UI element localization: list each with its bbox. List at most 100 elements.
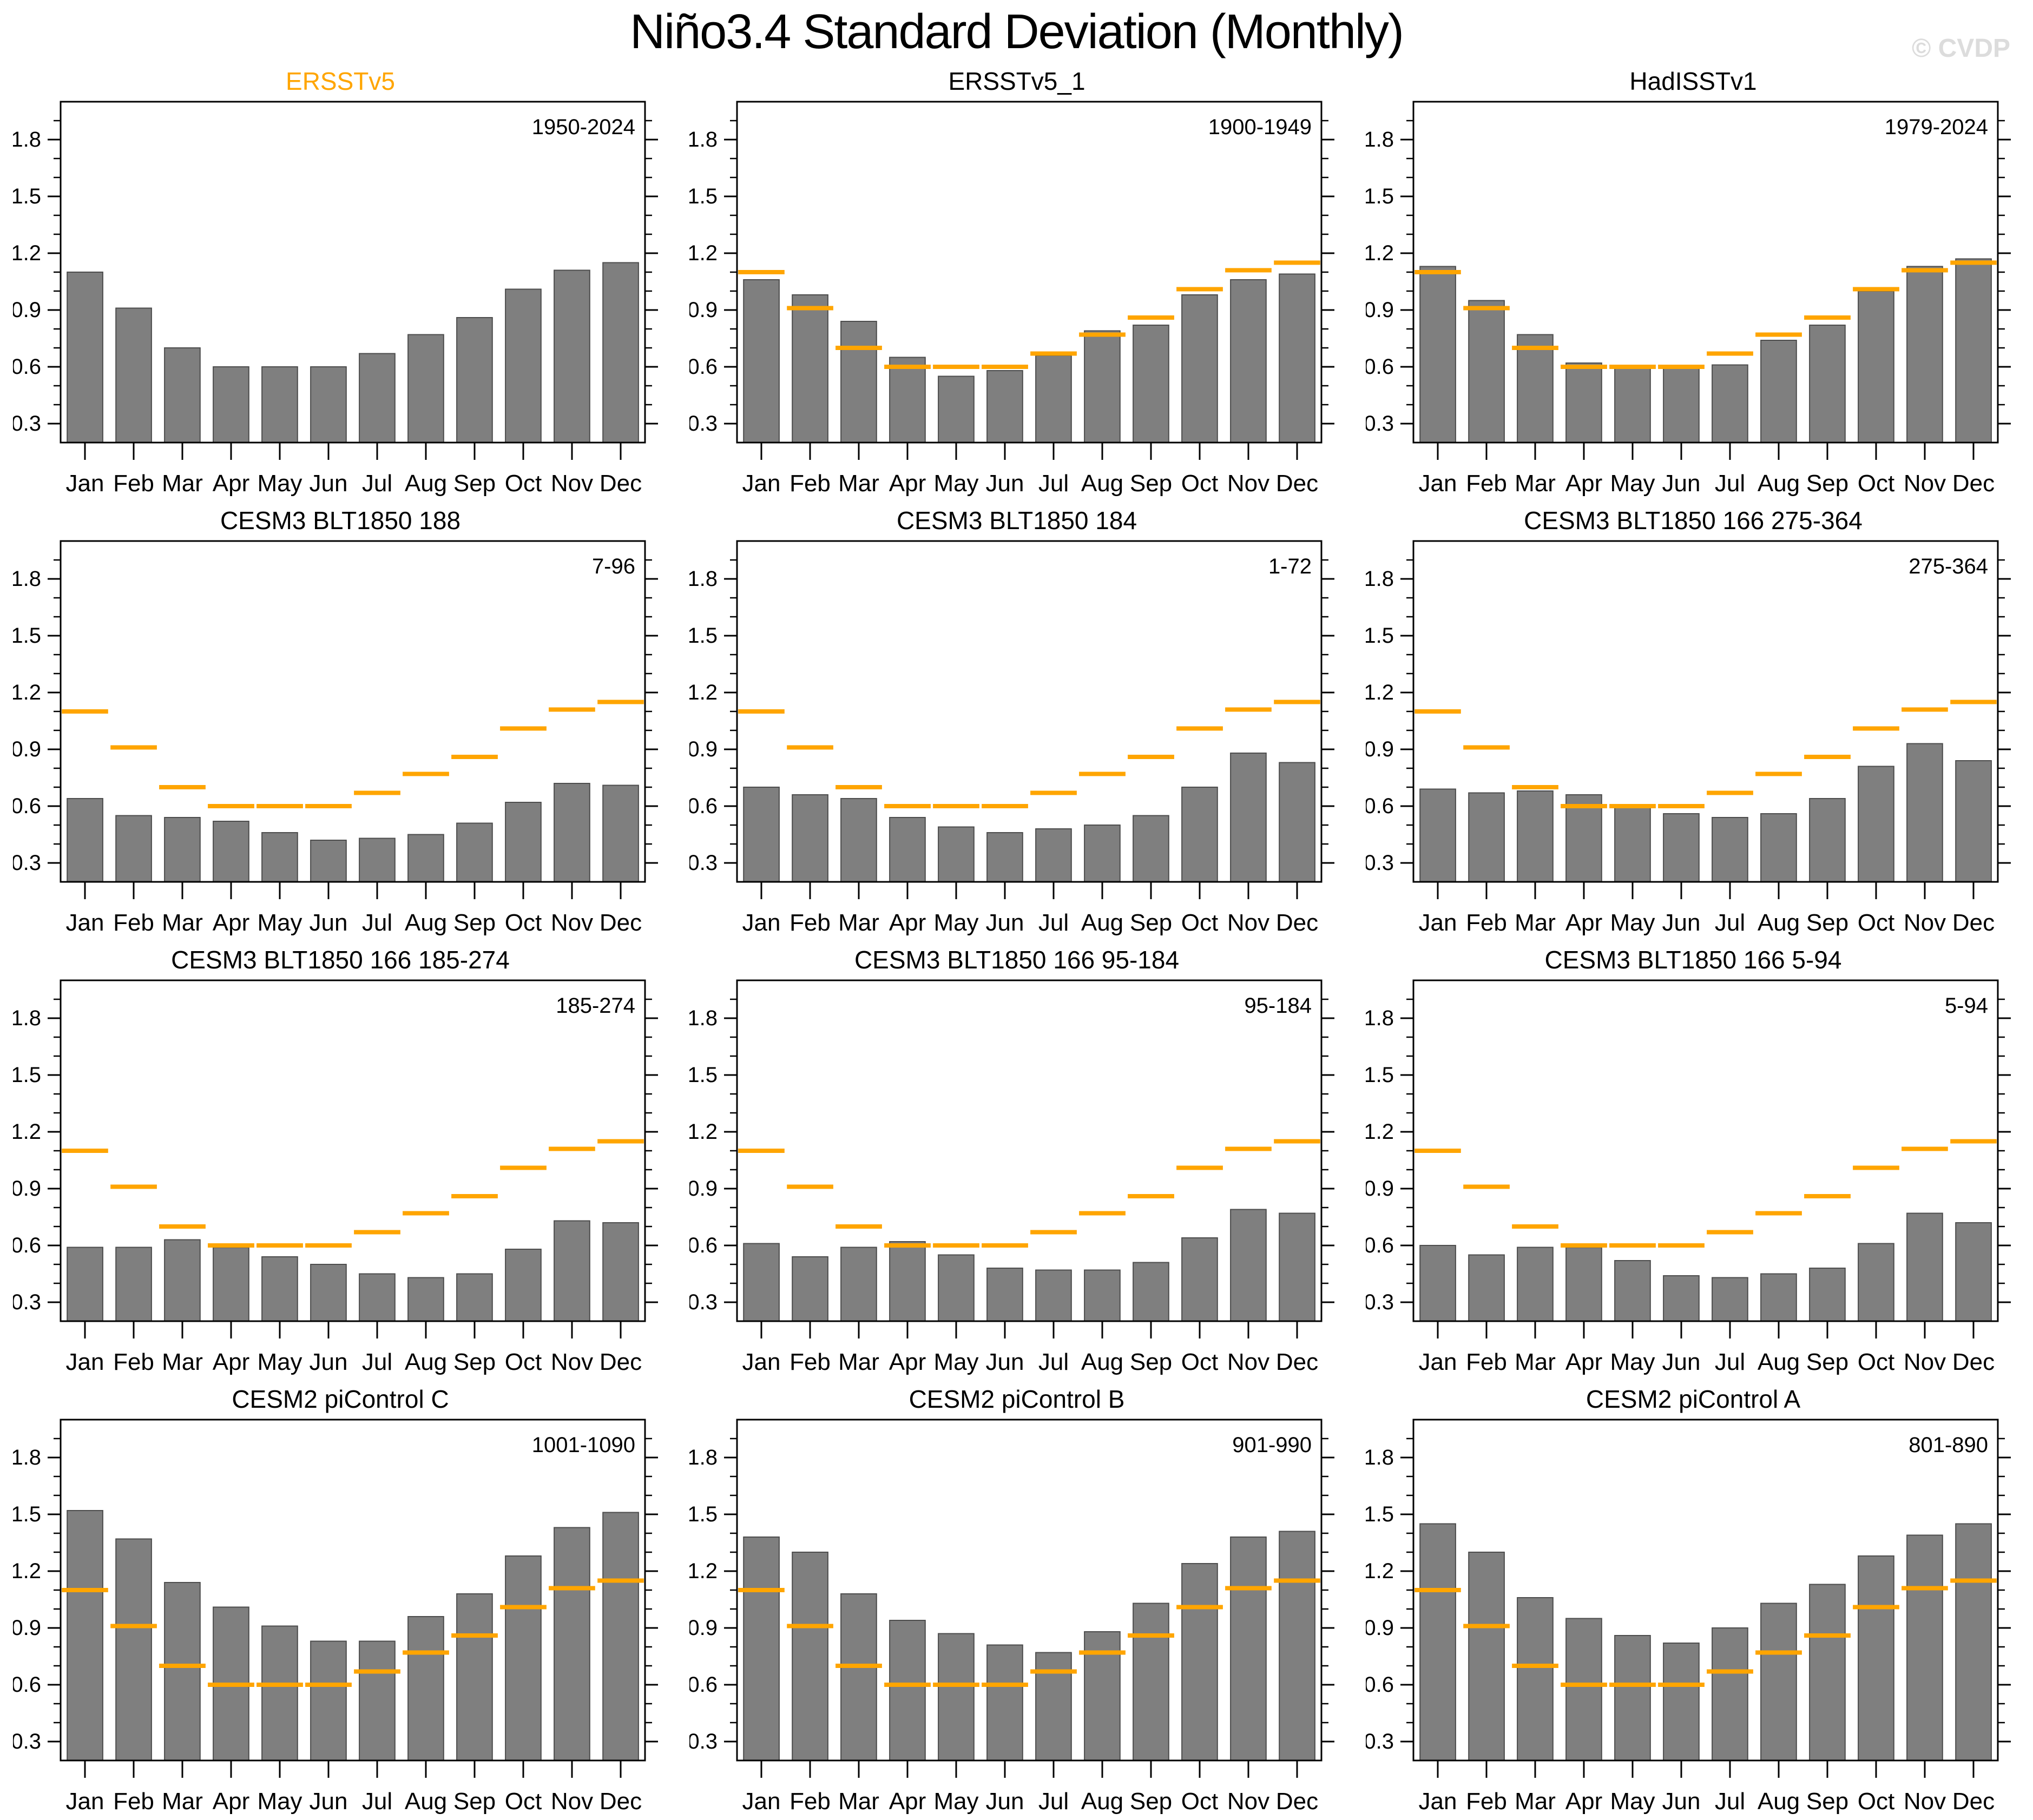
y-tick-label: 1.8 <box>689 1446 718 1469</box>
bar <box>743 1537 780 1761</box>
y-tick-label: 0.6 <box>13 1673 41 1697</box>
bar <box>1760 1273 1797 1322</box>
bar <box>1035 355 1072 443</box>
month-label: May <box>257 1349 302 1375</box>
month-label: Mar <box>1515 470 1556 497</box>
y-tick-label: 0.3 <box>1366 851 1394 875</box>
month-label: Jun <box>1662 470 1701 497</box>
y-tick-label: 0.9 <box>689 1616 718 1640</box>
month-label: Dec <box>1952 909 1995 936</box>
month-label: May <box>257 909 302 936</box>
chart-canvas: 0.3 0.6 0.9 1.2 1.5 1.8 Jan Feb Mar Apr May Jun Jul A… <box>1364 101 2011 497</box>
y-tick-label: 1.8 <box>13 1006 41 1030</box>
bar <box>1565 1618 1602 1761</box>
month-label: Mar <box>838 909 879 936</box>
month-label: Aug <box>405 470 447 497</box>
chart-canvas: 0.3 0.6 0.9 1.2 1.5 1.8 Jan Feb Mar Apr May Jun Jul A… <box>11 101 658 497</box>
month-label: Aug <box>405 1349 447 1375</box>
panel-title: CESM2 piControl A <box>1585 1385 1801 1413</box>
bar <box>986 1268 1023 1322</box>
bar <box>1230 753 1267 882</box>
bar <box>1230 279 1267 443</box>
bar <box>1858 766 1894 882</box>
bar <box>213 821 249 882</box>
chart-panel: CESM2 piControl C 0.3 0.6 0.9 1.2 1.5 1.8 Jan Fe… <box>11 1384 668 1820</box>
y-tick-label: 0.9 <box>13 298 41 322</box>
month-label: Oct <box>505 909 542 936</box>
bar <box>602 784 639 882</box>
bar <box>261 1625 298 1761</box>
chart-panel: CESM3 BLT1850 166 185-274 0.3 0.6 0.9 1.2 1.5… <box>11 945 668 1381</box>
y-tick-label: 0.6 <box>1366 355 1394 379</box>
period-label: 1950-2024 <box>532 115 635 139</box>
month-label: Sep <box>1806 1788 1848 1815</box>
bar <box>1230 1537 1267 1761</box>
bar <box>115 307 152 443</box>
y-tick-label: 1.2 <box>13 681 41 704</box>
bar <box>1663 366 1700 443</box>
bar <box>67 272 103 443</box>
month-label: Mar <box>1515 1788 1556 1815</box>
bar <box>792 794 828 882</box>
bar <box>1419 266 1456 443</box>
month-label: Sep <box>1806 470 1848 497</box>
y-tick-label: 1.8 <box>689 128 718 151</box>
y-tick-label: 1.5 <box>13 1502 41 1526</box>
month-label: Dec <box>1952 1349 1995 1375</box>
month-label: Mar <box>838 470 879 497</box>
month-label: Nov <box>1904 470 1946 497</box>
bar <box>1468 792 1505 882</box>
panel-title: CESM2 piControl B <box>909 1385 1125 1413</box>
y-tick-label: 0.3 <box>1366 1730 1394 1753</box>
bar <box>840 321 877 443</box>
month-label: Jun <box>310 1349 348 1375</box>
bar <box>1858 291 1894 443</box>
bar <box>1279 1531 1315 1761</box>
bar <box>602 1512 639 1761</box>
bar <box>505 1555 542 1761</box>
y-tick-label: 0.3 <box>689 412 718 436</box>
bar <box>1809 798 1846 882</box>
bar <box>1955 760 1992 882</box>
month-label: Feb <box>789 909 831 936</box>
month-label: Nov <box>551 909 593 936</box>
month-label: Feb <box>789 1788 831 1815</box>
bar <box>938 1633 975 1761</box>
month-label: May <box>1610 1349 1655 1375</box>
bar <box>986 832 1023 882</box>
y-tick-label: 1.2 <box>1366 241 1394 265</box>
bar <box>1468 1254 1505 1322</box>
bar <box>115 1538 152 1761</box>
month-label: Jan <box>1419 1349 1457 1375</box>
y-tick-label: 1.2 <box>689 1120 718 1144</box>
month-label: Feb <box>1466 1349 1507 1375</box>
month-label: Mar <box>838 1788 879 1815</box>
y-tick-label: 1.2 <box>13 1559 41 1583</box>
chart-panel: CESM3 BLT1850 166 95-184 0.3 0.6 0.9 1.2 1.5 1… <box>687 945 1344 1381</box>
month-label: Jan <box>742 1349 781 1375</box>
y-tick-label: 0.9 <box>1366 298 1394 322</box>
month-label: Jul <box>1038 1349 1069 1375</box>
month-label: Jul <box>1038 1788 1069 1815</box>
month-label: Aug <box>1081 909 1123 936</box>
bar <box>1133 815 1169 882</box>
panel-title: CESM3 BLT1850 166 275-364 <box>1524 506 1863 535</box>
y-tick-label: 0.6 <box>13 1234 41 1257</box>
bar <box>1419 1245 1456 1322</box>
month-label: May <box>257 470 302 497</box>
bar <box>889 1620 926 1761</box>
bar <box>1035 1652 1072 1761</box>
bar <box>1035 1269 1072 1322</box>
y-tick-label: 1.8 <box>13 128 41 151</box>
month-label: Feb <box>1466 1788 1507 1815</box>
bar <box>554 1527 590 1761</box>
panel-title: CESM3 BLT1850 166 185-274 <box>171 946 510 974</box>
y-tick-label: 1.5 <box>1366 624 1394 648</box>
month-label: Feb <box>113 470 154 497</box>
bar <box>1181 294 1218 443</box>
period-label: 1-72 <box>1268 555 1312 578</box>
month-label: Dec <box>1276 1788 1318 1815</box>
chart-canvas: 0.3 0.6 0.9 1.2 1.5 1.8 Jan Feb Mar Apr May Jun Jul A… <box>11 540 658 936</box>
bar <box>213 366 249 443</box>
month-label: Apr <box>889 1788 926 1815</box>
